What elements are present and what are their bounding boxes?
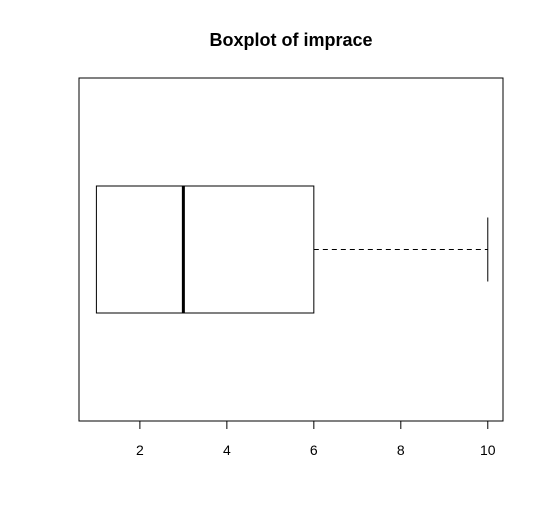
x-tick-label: 4 [223, 442, 231, 458]
box-iqr [95, 185, 315, 314]
x-tick-label: 6 [310, 442, 318, 458]
box-group [95, 185, 489, 314]
x-tick-label: 2 [136, 442, 144, 458]
x-tick-label: 10 [480, 442, 496, 458]
chart-title: Boxplot of imprace [209, 30, 372, 50]
x-axis: 2 4 6 8 10 [136, 420, 496, 458]
x-tick-label: 8 [397, 442, 405, 458]
